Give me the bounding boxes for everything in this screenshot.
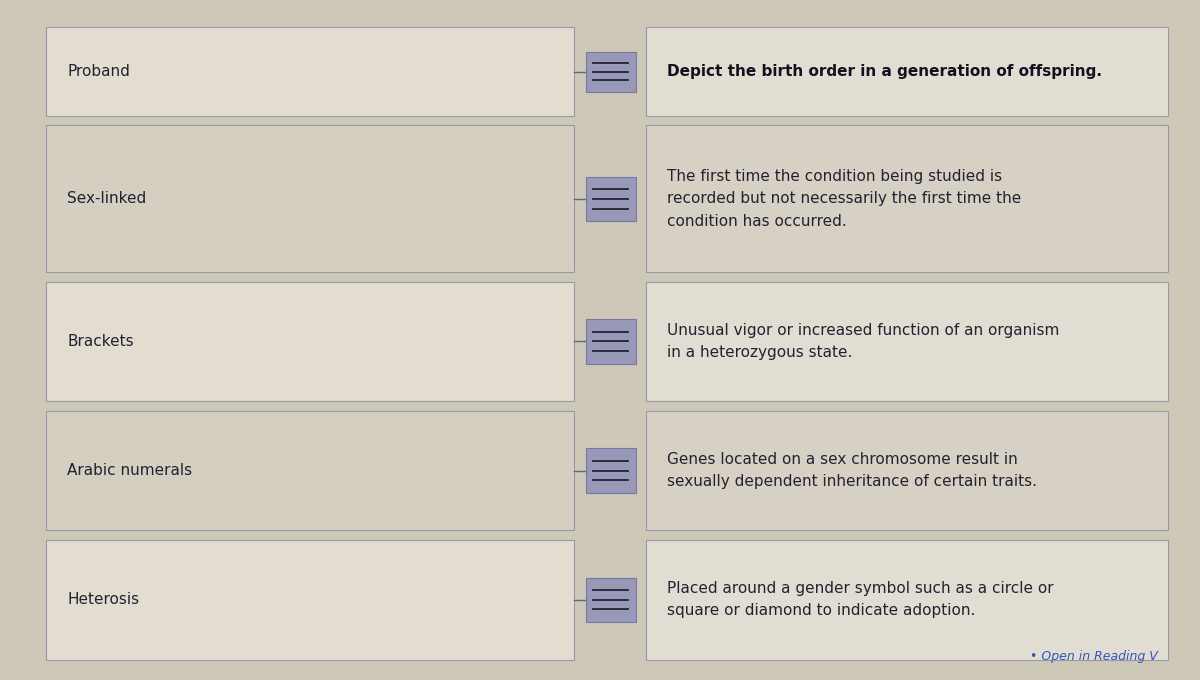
Text: Brackets: Brackets (67, 334, 134, 349)
Bar (646, 411, 1168, 530)
Text: Proband: Proband (67, 64, 130, 79)
Text: Depict the birth order in a generation of offspring.: Depict the birth order in a generation o… (667, 64, 1103, 79)
Bar (46, 540, 574, 660)
Text: Placed around a gender symbol such as a circle or
square or diamond to indicate : Placed around a gender symbol such as a … (667, 581, 1054, 618)
Bar (46, 27, 574, 116)
Text: Sex-linked: Sex-linked (67, 191, 146, 206)
Bar (586, 177, 636, 221)
Bar (646, 540, 1168, 660)
Bar (586, 320, 636, 364)
Bar (646, 282, 1168, 401)
Bar (46, 411, 574, 530)
Bar (46, 282, 574, 401)
Text: Genes located on a sex chromosome result in
sexually dependent inheritance of ce: Genes located on a sex chromosome result… (667, 452, 1037, 489)
Text: Heterosis: Heterosis (67, 592, 139, 607)
Text: • Open in Reading V: • Open in Reading V (1031, 650, 1158, 663)
Text: The first time the condition being studied is
recorded but not necessarily the f: The first time the condition being studi… (667, 169, 1021, 228)
Bar (586, 577, 636, 622)
Text: Unusual vigor or increased function of an organism
in a heterozygous state.: Unusual vigor or increased function of a… (667, 323, 1060, 360)
Bar (46, 125, 574, 272)
Bar (646, 27, 1168, 116)
Bar (586, 449, 636, 493)
Text: Arabic numerals: Arabic numerals (67, 463, 192, 478)
Bar (586, 52, 636, 92)
Bar (646, 125, 1168, 272)
